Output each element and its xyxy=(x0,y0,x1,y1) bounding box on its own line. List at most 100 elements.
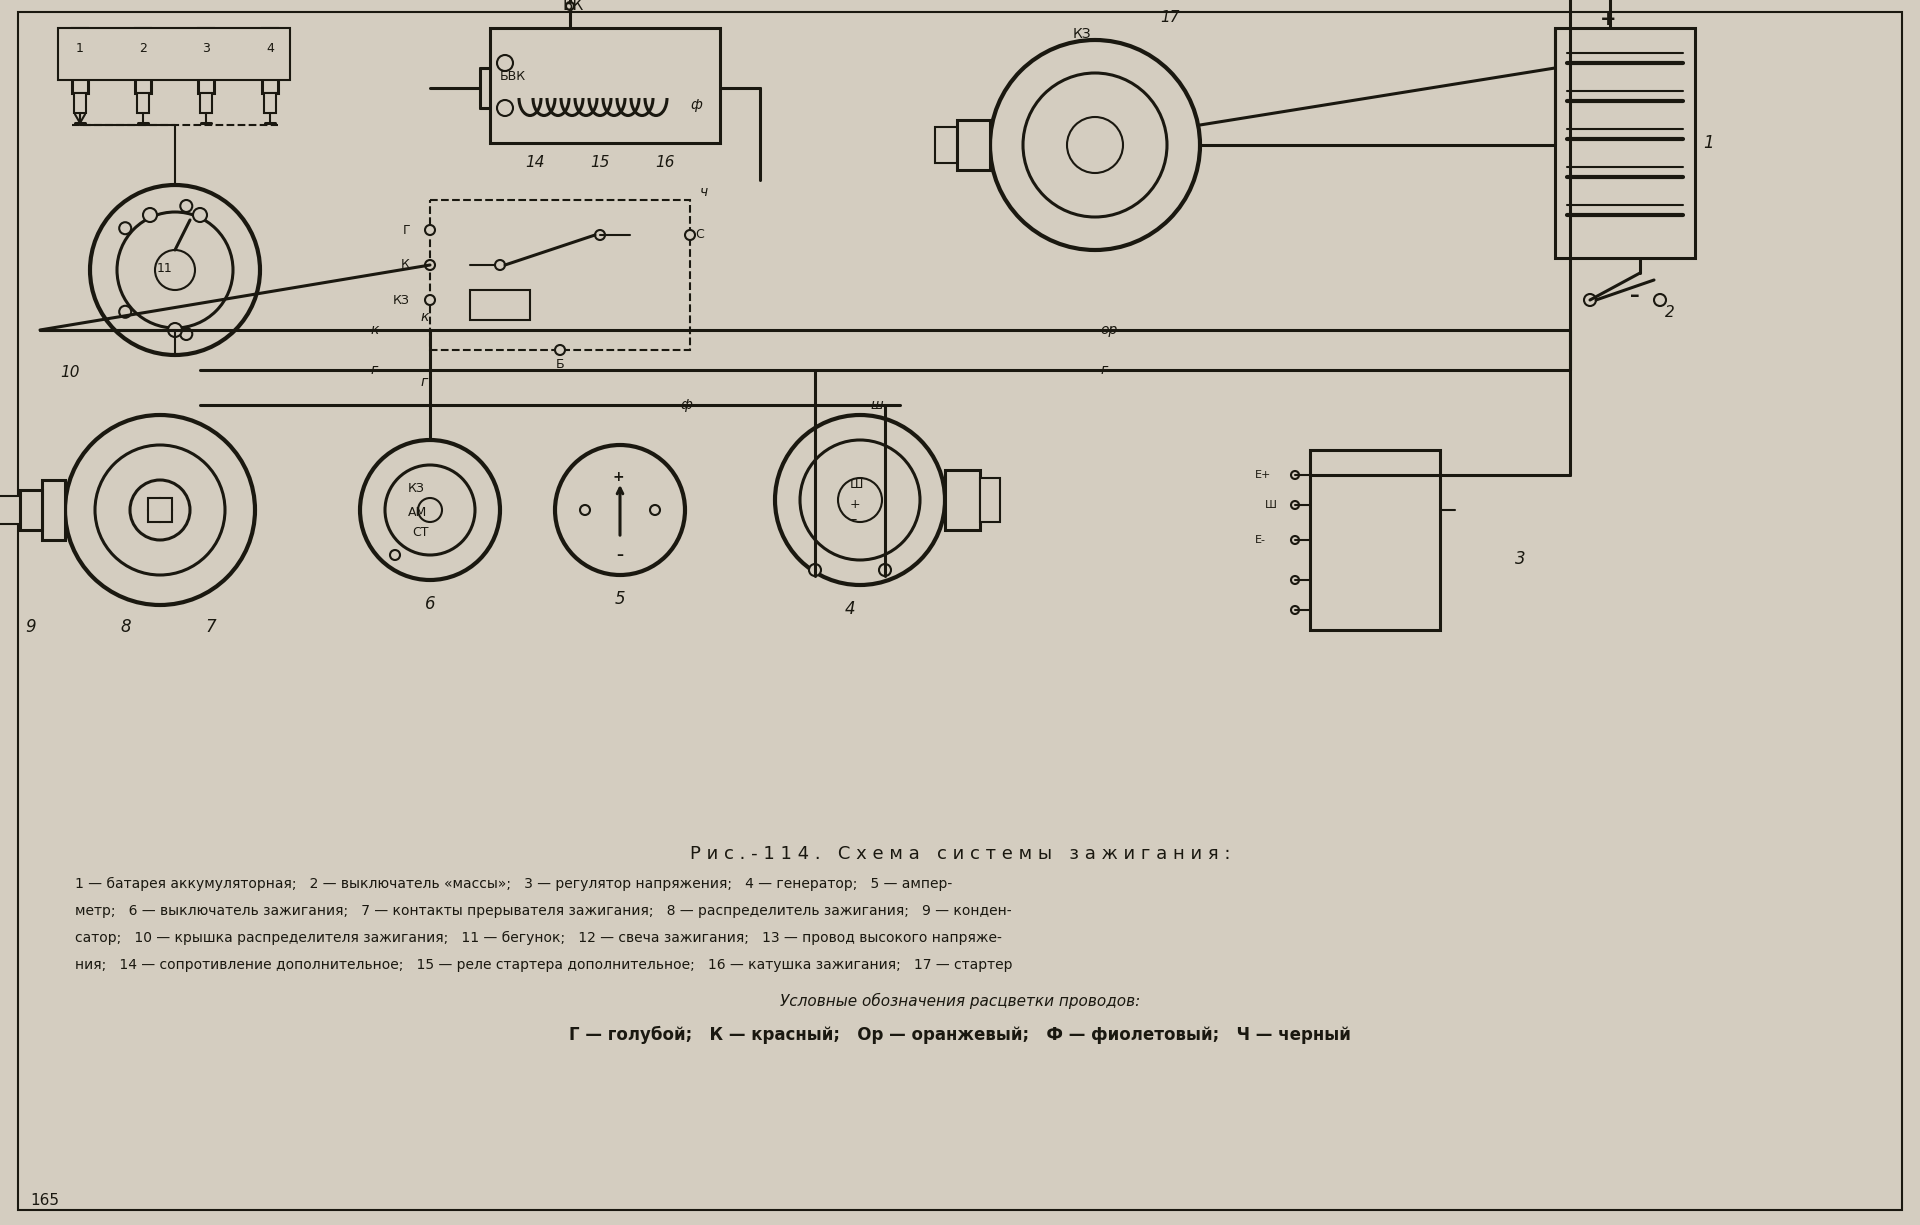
Circle shape xyxy=(169,323,182,337)
Bar xyxy=(73,28,88,40)
Circle shape xyxy=(1290,606,1300,614)
Text: Г — голубой;   К — красный;   Ор — оранжевый;   Ф — фиолетовый;   Ч — черный: Г — голубой; К — красный; Ор — оранжевый… xyxy=(568,1027,1352,1044)
Circle shape xyxy=(361,440,499,579)
Text: –: – xyxy=(1630,285,1640,305)
Bar xyxy=(58,28,290,80)
Circle shape xyxy=(148,499,173,522)
Bar xyxy=(1555,28,1695,258)
Text: 10: 10 xyxy=(60,365,79,380)
Bar xyxy=(430,200,689,350)
Circle shape xyxy=(495,260,505,270)
Text: к: к xyxy=(371,323,378,337)
Text: АМ: АМ xyxy=(407,506,428,518)
Circle shape xyxy=(776,415,945,586)
Text: 4: 4 xyxy=(267,42,275,54)
Text: 5: 5 xyxy=(614,590,626,608)
Circle shape xyxy=(131,480,190,540)
Circle shape xyxy=(156,250,196,290)
Text: ния;   14 — сопротивление дополнительное;   15 — реле стартера дополнительное;  : ния; 14 — сопротивление дополнительное; … xyxy=(75,958,1012,971)
Circle shape xyxy=(685,230,695,240)
Text: 16: 16 xyxy=(655,156,674,170)
Circle shape xyxy=(419,499,442,522)
Text: КЗ: КЗ xyxy=(394,294,411,306)
Bar xyxy=(134,28,152,40)
Text: 7: 7 xyxy=(205,617,215,636)
Text: ч: ч xyxy=(701,185,708,198)
Bar xyxy=(261,28,278,40)
Text: КЗ: КЗ xyxy=(1073,27,1092,40)
Circle shape xyxy=(1290,537,1300,544)
Circle shape xyxy=(1023,74,1167,217)
Text: Р и с . - 1 1 4 .   С х е м а   с и с т е м ы   з а ж и г а н и я :: Р и с . - 1 1 4 . С х е м а с и с т е м … xyxy=(689,845,1231,862)
Text: ф: ф xyxy=(689,98,703,111)
Text: К: К xyxy=(401,258,411,272)
Bar xyxy=(132,40,154,75)
Bar xyxy=(196,40,215,75)
Text: к: к xyxy=(420,310,428,323)
Text: ор: ор xyxy=(1100,323,1117,337)
Text: г: г xyxy=(371,363,376,377)
Circle shape xyxy=(497,55,513,71)
Text: г: г xyxy=(420,375,428,390)
Circle shape xyxy=(142,208,157,222)
Text: –: – xyxy=(851,513,856,527)
Text: БВК: БВК xyxy=(499,70,526,82)
Circle shape xyxy=(1068,118,1123,173)
Bar xyxy=(134,75,152,93)
Bar xyxy=(259,40,280,75)
Text: Б: Б xyxy=(555,358,564,371)
Text: +: + xyxy=(851,499,860,512)
Circle shape xyxy=(566,2,574,10)
Text: Е-: Е- xyxy=(1256,535,1265,545)
Text: СТ: СТ xyxy=(413,526,428,539)
Text: 2: 2 xyxy=(1665,305,1674,320)
Circle shape xyxy=(1653,294,1667,306)
Text: 14: 14 xyxy=(524,156,545,170)
Bar xyxy=(1309,450,1440,630)
Circle shape xyxy=(180,328,192,341)
Text: 3: 3 xyxy=(202,42,209,54)
Text: Ш: Ш xyxy=(851,479,864,491)
Circle shape xyxy=(580,505,589,514)
Bar xyxy=(945,470,979,530)
Text: С: С xyxy=(695,229,705,241)
Bar xyxy=(470,290,530,320)
Text: –: – xyxy=(616,548,622,562)
Circle shape xyxy=(424,260,436,270)
Bar xyxy=(0,496,19,524)
Text: 9: 9 xyxy=(25,617,36,636)
Circle shape xyxy=(1584,294,1596,306)
Bar xyxy=(265,93,276,113)
Bar xyxy=(198,75,213,93)
Circle shape xyxy=(879,564,891,576)
Text: КЗ: КЗ xyxy=(407,481,424,495)
Bar xyxy=(261,75,278,93)
Bar xyxy=(956,120,991,170)
Circle shape xyxy=(595,230,605,240)
Circle shape xyxy=(497,100,513,116)
Circle shape xyxy=(1290,576,1300,584)
Circle shape xyxy=(180,200,192,212)
Bar xyxy=(148,499,173,522)
Text: 4: 4 xyxy=(845,600,854,617)
Circle shape xyxy=(117,212,232,328)
Text: Е+: Е+ xyxy=(1256,470,1271,480)
Bar xyxy=(198,28,213,40)
Text: 165: 165 xyxy=(31,1193,60,1208)
Text: 15: 15 xyxy=(589,156,609,170)
Text: метр;   6 — выключатель зажигания;   7 — контакты прерывателя зажигания;   8 — р: метр; 6 — выключатель зажигания; 7 — кон… xyxy=(75,904,1012,918)
Text: г: г xyxy=(1100,363,1108,377)
Circle shape xyxy=(991,40,1200,250)
Circle shape xyxy=(1290,470,1300,479)
Bar xyxy=(136,93,150,113)
Bar xyxy=(490,28,720,143)
Text: 1: 1 xyxy=(77,42,84,54)
Circle shape xyxy=(555,445,685,575)
Circle shape xyxy=(1290,501,1300,510)
Circle shape xyxy=(90,185,259,355)
Text: ВК: ВК xyxy=(563,0,584,13)
Bar xyxy=(200,93,211,113)
Circle shape xyxy=(119,306,131,317)
Bar xyxy=(19,490,42,530)
Circle shape xyxy=(555,345,564,355)
